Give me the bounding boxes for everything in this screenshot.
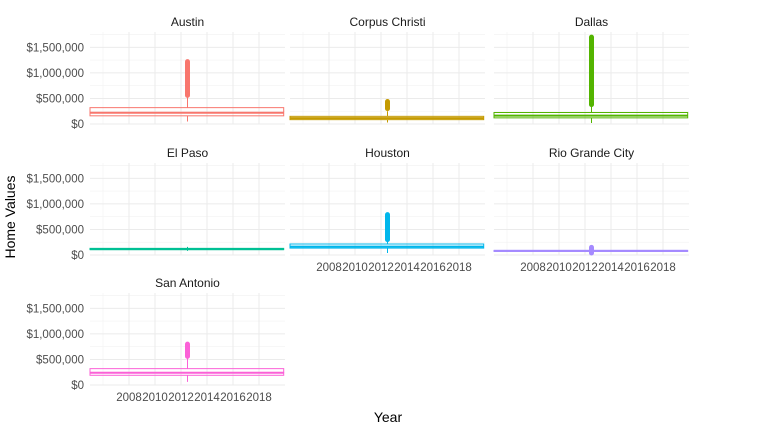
facet-corpus-christi: Corpus Christi [289,15,485,125]
facet-strip-label: San Antonio [155,276,220,290]
x-tick-label: 2012 [572,262,598,274]
y-tick-label: $500,000 [36,224,84,236]
iqr-box [89,107,285,117]
x-tick-label: 2014 [598,262,624,274]
x-tick-label: 2016 [624,262,650,274]
x-tick-label: 2016 [220,392,246,404]
facet-strip-label: Austin [171,15,204,29]
facet-austin: Austin $0 $500,000 $1,000,000 $1,500,000 [26,15,285,131]
x-tick-label: 2018 [650,262,676,274]
y-tick-label: $1,000,000 [26,199,84,211]
x-tick-label: 2014 [194,392,220,404]
y-tick-label: $1,500,000 [26,173,84,185]
y-axis-title: Home Values [2,175,18,258]
panel-background [90,163,285,255]
y-tick-label: $1,500,000 [26,303,84,315]
y-tick-label: $1,000,000 [26,68,84,80]
x-tick-label: 2018 [246,392,272,404]
x-axis-title: Year [374,409,403,425]
facet-strip-label: Dallas [575,15,608,29]
y-tick-label: $0 [71,380,84,392]
y-tick-label: $1,500,000 [26,42,84,54]
y-tick-label: $500,000 [36,93,84,105]
facet-strip-label: El Paso [167,146,209,160]
facet-strip-label: Rio Grande City [549,146,634,160]
y-tick-label: $1,000,000 [26,329,84,341]
x-tick-label: 2008 [116,392,142,404]
facet-houston: Houston 2008 2010 2012 2014 2016 2018 [289,146,485,274]
x-tick-label: 2010 [142,392,168,404]
x-tick-label: 2008 [520,262,546,274]
y-tick-label: $500,000 [36,354,84,366]
x-tick-label: 2012 [368,262,394,274]
x-tick-label: 2014 [394,262,420,274]
x-tick-label: 2016 [420,262,446,274]
panel-background [494,163,689,255]
x-tick-label: 2010 [546,262,572,274]
x-tick-label: 2018 [446,262,472,274]
y-tick-label: $0 [71,250,84,262]
panel-background [90,293,285,385]
y-tick-label: $0 [71,119,84,131]
x-tick-label: 2008 [316,262,342,274]
facet-dallas: Dallas [493,15,689,125]
facet-san-antonio: San Antonio $0 $500,000 $1,000,000 $1,500,00… [26,276,285,404]
facet-el-paso: El Paso $0 $500,000 $1,000,000 $1,500,000 [26,146,285,262]
facet-strip-label: Corpus Christi [349,15,425,29]
x-tick-label: 2012 [168,392,194,404]
x-tick-label: 2010 [342,262,368,274]
facet-panels: Austin $0 $500,000 $1,000,000 $1,500,000 Corp… [26,15,689,404]
facet-rio-grande-city: Rio Grande City 2008 2010 2012 2014 2016 2018 [493,146,689,274]
facet-strip-label: Houston [365,146,410,160]
